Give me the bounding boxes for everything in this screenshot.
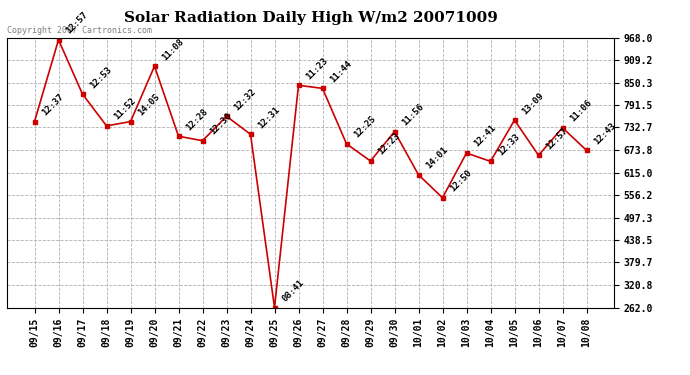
Text: 12:25: 12:25 (352, 114, 377, 140)
Text: 12:23: 12:23 (376, 132, 402, 157)
Text: Solar Radiation Daily High W/m2 20071009: Solar Radiation Daily High W/m2 20071009 (124, 11, 497, 25)
Text: Copyright 2007 Cartronics.com: Copyright 2007 Cartronics.com (7, 26, 152, 35)
Text: 13:09: 13:09 (520, 91, 545, 116)
Text: 12:57: 12:57 (64, 10, 90, 36)
Text: 12:33: 12:33 (496, 132, 522, 157)
Text: 11:44: 11:44 (328, 59, 353, 84)
Text: 11:52: 11:52 (112, 96, 137, 122)
Text: 12:31: 12:31 (256, 105, 282, 130)
Text: 12:41: 12:41 (472, 123, 497, 149)
Text: 11:06: 11:06 (568, 98, 593, 124)
Text: 12:43: 12:43 (592, 121, 618, 146)
Text: 11:08: 11:08 (160, 37, 186, 62)
Text: 14:05: 14:05 (136, 92, 161, 117)
Text: 12:32: 12:32 (232, 87, 257, 112)
Text: 08:41: 08:41 (280, 278, 306, 303)
Text: 11:23: 11:23 (304, 56, 329, 81)
Text: 12:30: 12:30 (208, 111, 233, 136)
Text: 12:50: 12:50 (448, 168, 473, 194)
Text: 11:56: 11:56 (400, 102, 426, 128)
Text: 12:37: 12:37 (40, 92, 66, 117)
Text: 12:53: 12:53 (88, 64, 113, 90)
Text: 14:01: 14:01 (424, 145, 449, 171)
Text: 12:57: 12:57 (544, 126, 569, 151)
Text: 12:28: 12:28 (184, 106, 210, 132)
